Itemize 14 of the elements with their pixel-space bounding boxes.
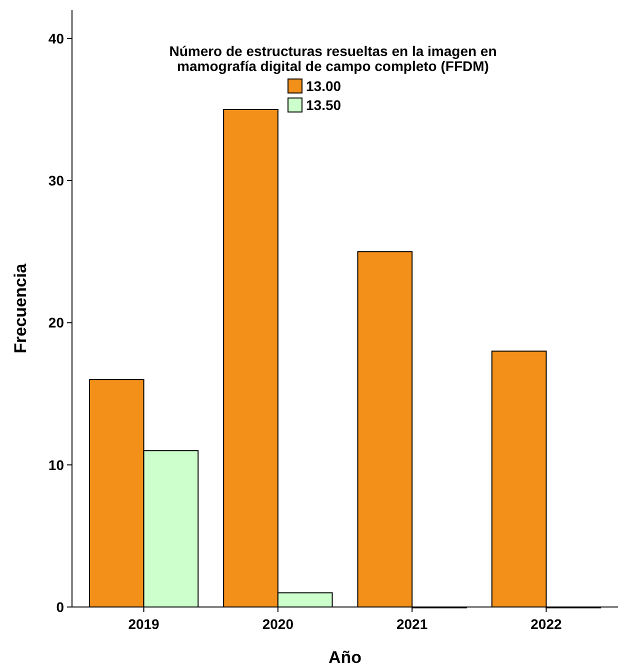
legend-label: 13.50 bbox=[306, 96, 342, 113]
x-tick-label: 2022 bbox=[530, 616, 562, 632]
x-tick-label: 2019 bbox=[128, 616, 160, 632]
y-tick-label: 20 bbox=[48, 314, 64, 331]
x-axis-title: Año bbox=[328, 648, 362, 667]
y-tick-label: 0 bbox=[56, 598, 64, 615]
y-tick-label: 30 bbox=[48, 172, 64, 188]
legend-label: 13.00 bbox=[306, 78, 342, 94]
y-tick-label: 40 bbox=[48, 30, 64, 46]
y-tick-label: 10 bbox=[48, 456, 64, 473]
legend-title: Número de estructuras resueltas en la imagen en mamografía digital de campo completo (FFDM) bbox=[169, 43, 497, 74]
x-tick-label: 2021 bbox=[396, 616, 428, 632]
y-axis-title: Frecuencia bbox=[11, 263, 30, 354]
x-tick-label: 2020 bbox=[262, 616, 294, 632]
